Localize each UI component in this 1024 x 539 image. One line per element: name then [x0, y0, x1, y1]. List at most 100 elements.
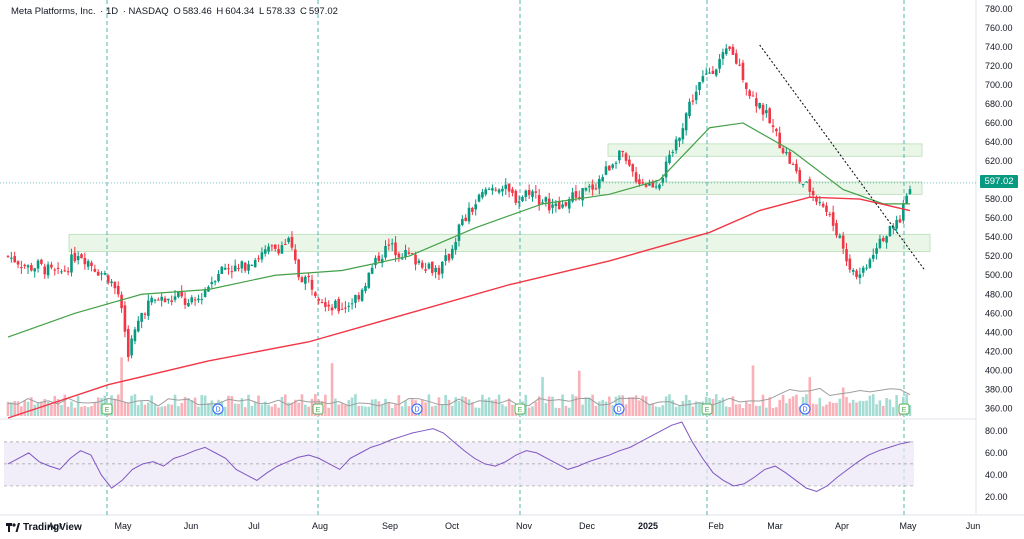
volume-bar	[664, 396, 668, 416]
volume-bar	[113, 398, 117, 416]
candle-body	[307, 276, 310, 278]
candle-body	[167, 298, 170, 301]
volume-bar	[795, 394, 798, 416]
candle-body	[417, 260, 421, 263]
volume-bar	[40, 401, 43, 416]
candle-body	[407, 252, 411, 254]
candle-body	[46, 264, 50, 276]
candle-body	[451, 248, 454, 259]
volume-bar	[60, 404, 63, 416]
candle-body	[481, 192, 484, 198]
volume-bar	[223, 406, 227, 416]
time-tick-label: Mar	[767, 521, 783, 531]
volume-bar	[598, 401, 601, 416]
earnings-marker	[898, 403, 910, 415]
candle-body	[845, 249, 848, 262]
volume-bar	[280, 396, 284, 416]
volume-bar	[73, 407, 77, 416]
candle-body	[297, 259, 300, 278]
volume-bar	[440, 404, 444, 416]
candle-body	[618, 150, 621, 161]
candle-body	[688, 101, 691, 117]
candle-body	[464, 217, 467, 221]
candle-body	[477, 194, 481, 202]
candle-body	[888, 225, 892, 237]
candle-body	[110, 281, 113, 284]
volume-bar	[123, 401, 127, 416]
candle-body	[340, 308, 344, 310]
candle-body	[611, 164, 614, 168]
volume-bar	[76, 395, 80, 416]
volume-bar	[858, 400, 862, 416]
volume-bar	[788, 398, 792, 416]
candle-body	[116, 285, 120, 295]
volume-bar	[364, 406, 367, 416]
candle-body	[571, 192, 574, 202]
candle-body	[300, 277, 304, 283]
interval: 1D	[105, 6, 119, 17]
volume-bar	[143, 404, 147, 416]
volume-bar	[781, 394, 785, 416]
volume-bar	[571, 394, 574, 416]
candle-body	[778, 132, 782, 149]
volume-bar	[263, 401, 267, 416]
candle-body	[310, 279, 314, 290]
volume-bar	[126, 402, 130, 416]
volume-bar	[848, 402, 852, 416]
candle-body	[541, 202, 544, 204]
volume-bar	[471, 402, 474, 416]
volume-bar	[504, 406, 508, 416]
volume-bar	[23, 400, 27, 416]
candle-body	[454, 241, 457, 250]
candle-body	[437, 267, 441, 275]
low-value: 578.33	[266, 6, 296, 17]
volume-bar	[447, 399, 451, 416]
candle-body	[6, 255, 10, 257]
candle-body	[461, 218, 464, 225]
time-tick-label: May	[899, 521, 917, 531]
candle-body	[634, 172, 638, 182]
volume-bar	[891, 407, 895, 416]
volume-bar	[243, 407, 247, 416]
volume-bar	[608, 396, 611, 416]
volume-bar	[484, 399, 488, 416]
time-tick-label: Dec	[579, 521, 596, 531]
volume-bar	[594, 405, 598, 416]
candle-body	[684, 113, 688, 131]
candle-body	[748, 90, 751, 97]
candle-body	[223, 267, 227, 270]
candle-body	[123, 305, 127, 332]
volume-bar	[294, 399, 297, 416]
candle-body	[43, 266, 47, 275]
candle-body	[414, 254, 417, 265]
volume-bar	[310, 398, 314, 416]
volume-bar	[337, 404, 341, 416]
candle-body	[721, 52, 725, 59]
volume-bar	[688, 399, 691, 416]
candle-body	[53, 269, 57, 271]
volume-bar	[461, 396, 464, 416]
tradingview-logo[interactable]: TradingView	[6, 522, 82, 533]
candle-body	[277, 249, 280, 254]
candle-body	[180, 291, 184, 297]
candle-body	[651, 181, 655, 188]
time-tick-label: Apr	[48, 521, 62, 531]
volume-bar	[541, 376, 544, 416]
candle-body	[347, 305, 351, 307]
candle-body	[163, 298, 167, 303]
candle-body	[561, 204, 564, 208]
open-label: O	[173, 6, 181, 17]
candle-body	[357, 295, 361, 300]
volume-bar	[203, 395, 207, 416]
candle-body	[400, 258, 404, 260]
volume-bar	[671, 400, 675, 416]
candle-body	[263, 249, 267, 254]
candle-body	[768, 108, 771, 124]
volume-bar	[501, 404, 504, 416]
candle-body	[36, 260, 40, 269]
candle-body	[474, 204, 478, 210]
candle-body	[574, 191, 578, 198]
volume-bar	[300, 394, 304, 416]
candle-body	[86, 261, 90, 267]
